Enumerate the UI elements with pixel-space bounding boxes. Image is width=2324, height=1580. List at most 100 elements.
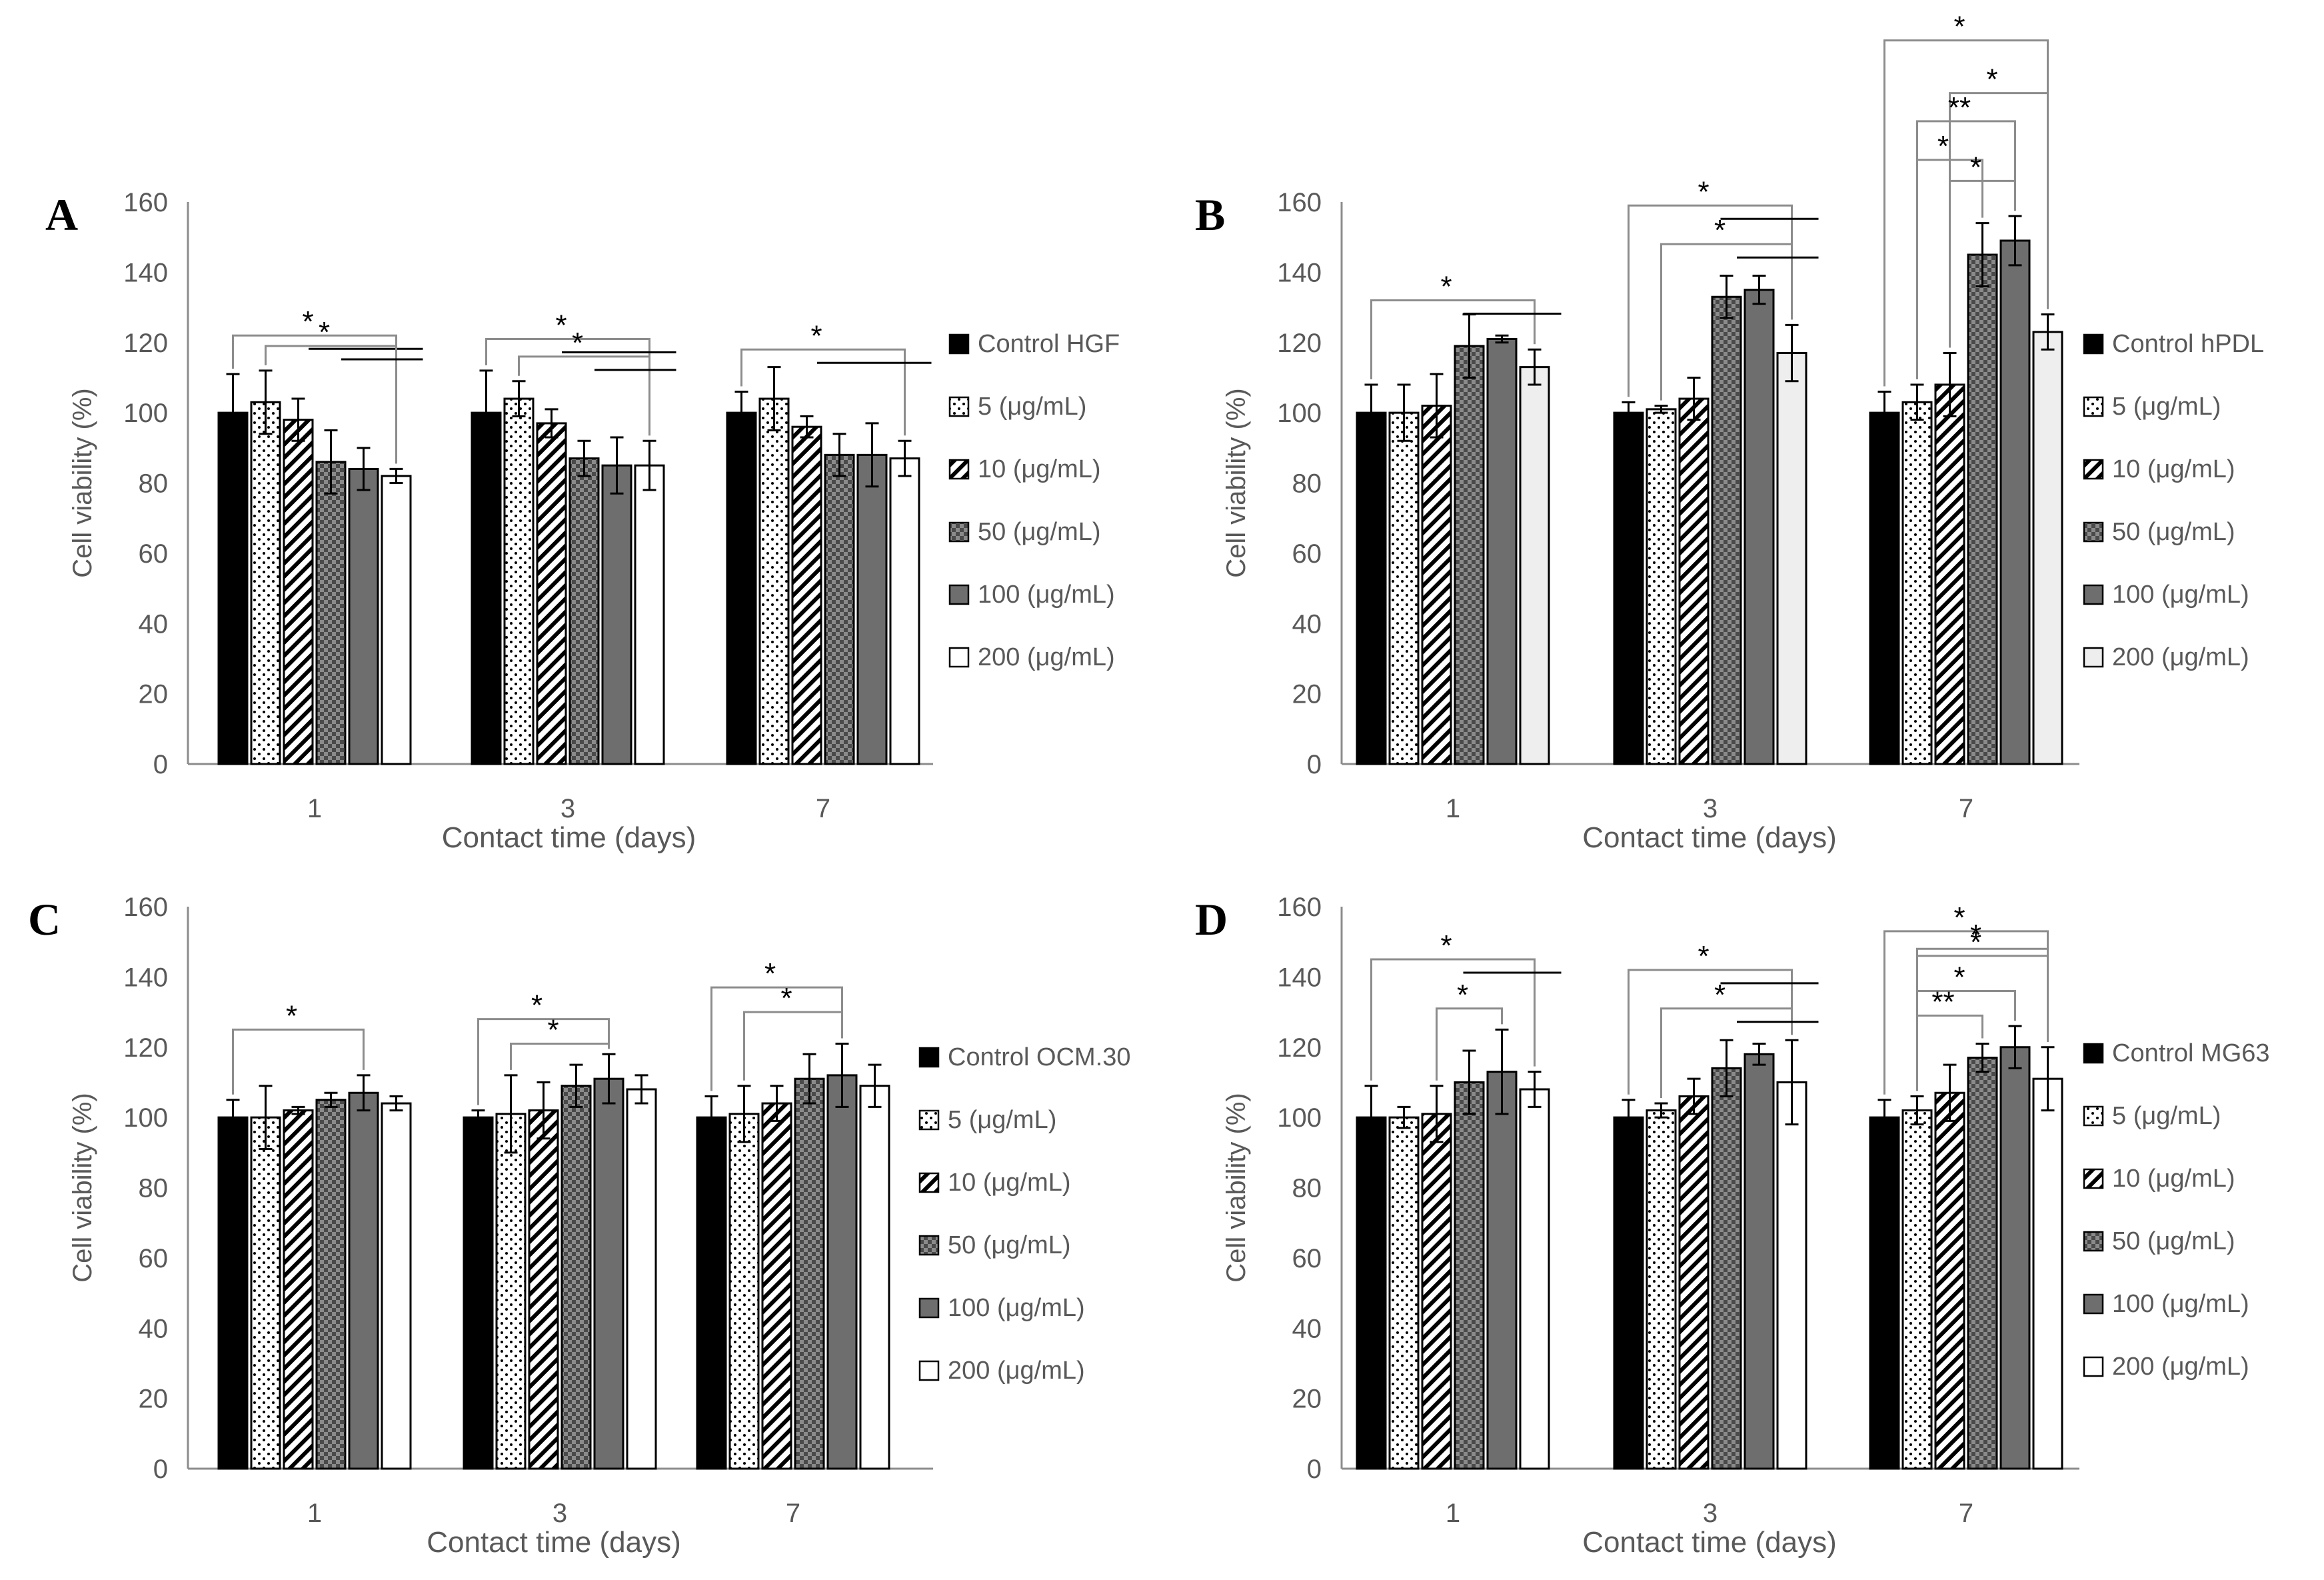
significance-star: * [764,957,776,990]
bar [1776,1081,1807,1470]
legend-label: 50 (μg/mL) [948,1231,1071,1259]
bar [1678,397,1710,765]
legend-label: 200 (μg/mL) [948,1357,1085,1385]
legend-swatch [2083,1105,2104,1127]
bar [1519,1088,1550,1470]
legend: Control HGF 5 (μg/mL) 10 (μg/mL) 50 (μg/mL)… [948,330,1120,671]
significance-star: * [1986,63,1997,96]
panel-C: C 0 20 40 60 80 100 120 140 160 1 3 7 Cell viabili… [28,893,1131,1559]
legend-swatch [2083,1231,2104,1252]
legend-swatch [2083,521,2104,543]
significance-bracket [232,1028,365,1095]
y-tick-label: 100 [123,1103,168,1133]
significance-star: * [780,982,792,1015]
y-tick-label: 160 [1277,893,1322,922]
significance-star: * [1440,271,1452,303]
legend-label: 50 (μg/mL) [2112,518,2235,546]
significance-star: * [286,999,297,1032]
significance-star: * [531,989,543,1022]
y-tick-label: 40 [139,609,169,639]
bars [217,1042,890,1470]
bar [250,401,281,765]
significance-star: * [1457,979,1468,1011]
legend-swatch [2083,1043,2104,1064]
bar [1869,1116,1900,1470]
legend-label: 100 (μg/mL) [2112,581,2249,609]
bar [503,397,535,765]
y-tick-label: 0 [1307,1455,1322,1484]
bar [315,461,347,765]
significance-bracket [518,355,650,436]
y-axis-title: Cell viability (%) [1222,1093,1251,1283]
bar [1454,345,1485,765]
y-tick-label: 80 [139,1174,169,1203]
significance-star: * [1953,11,1965,43]
bar [634,464,665,765]
bar [1711,1067,1742,1470]
bar [1967,253,1998,765]
legend: Control OCM.30 5 (μg/mL) 10 (μg/mL) 50 (μg/… [918,1043,1131,1385]
significance-bracket [265,345,397,464]
legend-swatch [918,1360,940,1381]
bar [1967,1057,1998,1470]
x-tick-label: 1 [1446,1499,1460,1528]
y-tick-label: 80 [1292,469,1322,499]
legend-swatch [2083,584,2104,605]
x-axis-title: Contact time (days) [427,1526,680,1559]
bar [1711,295,1742,765]
y-tick-label: 0 [1307,750,1322,779]
bar [1743,1053,1775,1470]
bar [2032,1077,2063,1470]
significance-bracket [1916,159,1983,379]
bar [826,1074,858,1470]
y-tick-label: 160 [1277,188,1322,217]
y-tick-label: 0 [153,1455,168,1484]
legend-label: Control hPDL [2112,330,2264,358]
x-tick-labels: 1 3 7 [1446,794,1973,823]
y-tick-label: 140 [123,963,168,992]
significance-star: ** [1931,985,1954,1018]
bar [1421,1113,1452,1470]
significance-bracket [1370,958,1536,1081]
bar [1421,405,1452,765]
legend-label: 100 (μg/mL) [2112,1290,2249,1318]
bar [1999,1046,2031,1470]
bar [859,1085,890,1470]
legend-label: Control MG63 [2112,1039,2270,1067]
y-axis-title: Cell viability (%) [68,1093,97,1283]
bar [283,1109,314,1470]
bar [1678,1095,1710,1470]
legend: Control hPDL 5 (μg/mL) 10 (μg/mL) 50 (μg/mL… [2083,330,2264,671]
x-tick-label: 1 [1446,794,1460,823]
bar [856,453,888,765]
significance-star: ** [1948,91,1971,124]
x-tick-label: 7 [1959,794,1973,823]
significance-star: * [1970,919,1981,951]
x-tick-labels: 1 3 7 [1446,1499,1973,1528]
y-tick-label: 140 [1277,258,1322,287]
bar [471,411,502,765]
y-tick-label: 120 [123,1033,168,1063]
significance-star: * [547,1013,559,1046]
significance-bracket [1660,243,1793,401]
bar [1454,1081,1485,1470]
bar [381,1102,412,1470]
bar [250,1116,281,1470]
y-tick-label: 100 [1277,1103,1322,1133]
legend-swatch [2083,647,2104,668]
bar [601,464,632,765]
bar [758,397,790,765]
y-tick-label: 40 [139,1314,169,1343]
legend-label: 10 (μg/mL) [978,455,1101,483]
y-tick-labels: 0 20 40 60 80 100 120 140 160 [123,893,168,1484]
significance-star: * [1698,175,1709,208]
y-tick-label: 140 [1277,963,1322,992]
bar [348,1091,379,1470]
bar [495,1113,527,1470]
y-tick-label: 120 [1277,1033,1322,1063]
legend-label: 100 (μg/mL) [978,581,1115,609]
y-tick-label: 160 [123,893,168,922]
bar [1388,1116,1420,1470]
bar [626,1088,657,1470]
y-tick-label: 60 [139,539,169,569]
